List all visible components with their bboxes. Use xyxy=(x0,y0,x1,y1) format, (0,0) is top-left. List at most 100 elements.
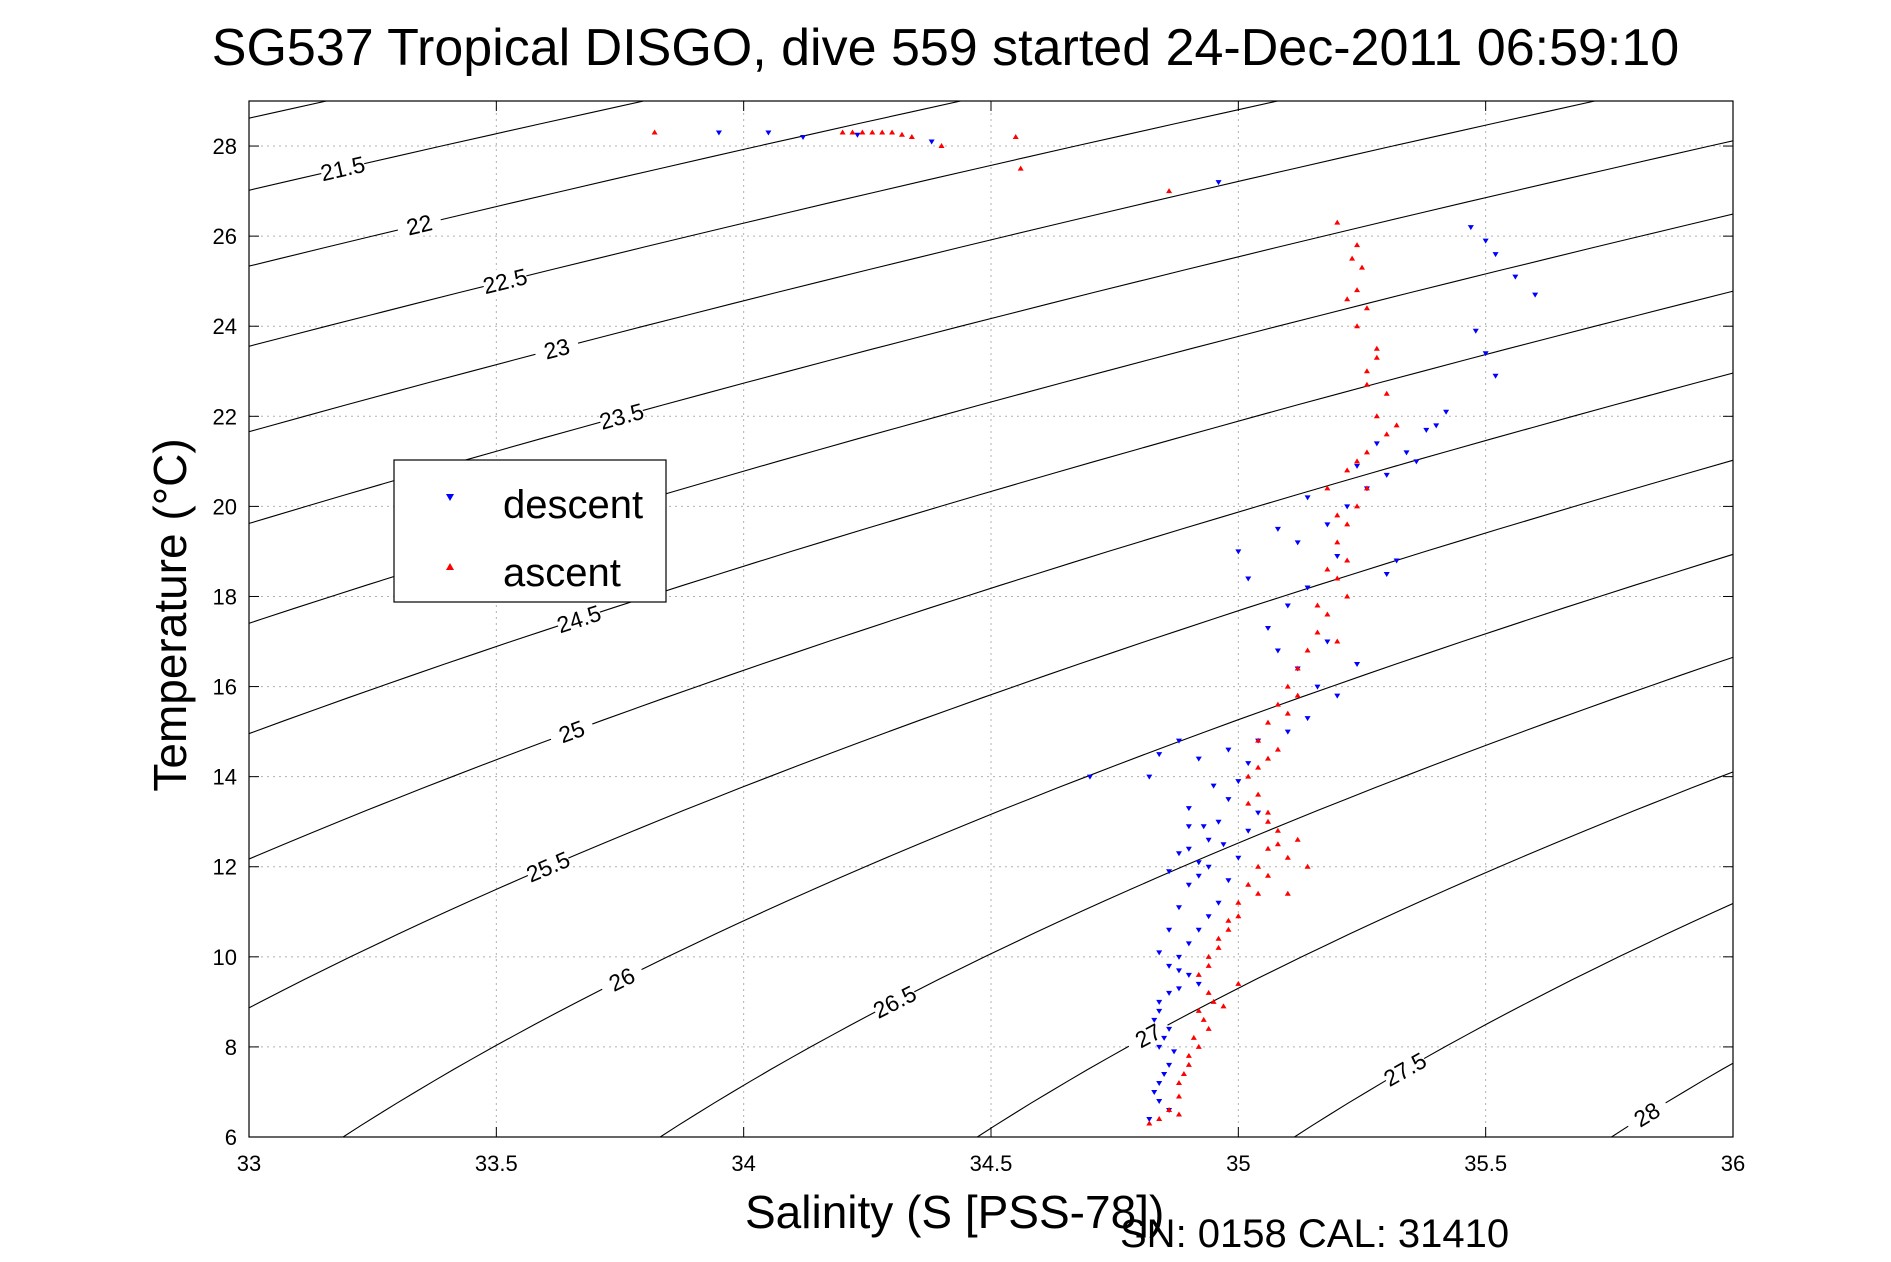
point-descent xyxy=(1403,450,1410,456)
point-ascent xyxy=(1314,602,1321,608)
point-descent xyxy=(1185,824,1192,830)
point-ascent xyxy=(1265,719,1272,725)
contour-label: 26.5 xyxy=(869,980,921,1023)
point-ascent xyxy=(1185,1061,1192,1067)
contour-label: 27.5 xyxy=(1379,1047,1431,1092)
point-descent xyxy=(1284,603,1291,609)
point-ascent xyxy=(1363,305,1370,311)
point-ascent xyxy=(1274,841,1281,847)
point-ascent xyxy=(1363,381,1370,387)
y-tick-label: 12 xyxy=(213,855,237,880)
point-ascent xyxy=(1304,863,1311,869)
point-descent xyxy=(1344,504,1351,510)
point-ascent xyxy=(1373,345,1380,351)
point-descent xyxy=(1245,576,1252,582)
point-descent xyxy=(715,130,722,136)
density-contour-line xyxy=(249,101,1278,347)
contour-label-bg xyxy=(596,957,647,999)
point-ascent xyxy=(1235,980,1242,986)
point-ascent xyxy=(1200,1016,1207,1022)
point-descent xyxy=(1156,1008,1163,1014)
point-descent xyxy=(1185,882,1192,888)
point-ascent xyxy=(1349,255,1356,261)
data-points xyxy=(651,129,1539,1126)
point-ascent xyxy=(1334,512,1341,518)
point-descent xyxy=(1225,797,1232,803)
point-descent xyxy=(1324,639,1331,645)
point-descent xyxy=(1166,1026,1173,1032)
point-ascent xyxy=(1017,165,1024,171)
point-ascent xyxy=(1265,809,1272,815)
point-descent xyxy=(1195,860,1202,866)
point-ascent xyxy=(1334,219,1341,225)
point-ascent xyxy=(1175,1111,1182,1117)
point-descent xyxy=(1512,274,1519,280)
point-ascent xyxy=(1284,710,1291,716)
point-ascent xyxy=(1220,1003,1227,1009)
point-descent xyxy=(1294,540,1301,546)
y-tick-label: 10 xyxy=(213,945,237,970)
density-contour-line xyxy=(249,213,1733,624)
density-contour-line xyxy=(1294,902,1733,1137)
contour-label-bg xyxy=(522,846,573,886)
point-ascent xyxy=(1265,872,1272,878)
point-descent xyxy=(1195,756,1202,762)
contour-label-bg xyxy=(480,263,530,298)
point-ascent xyxy=(1334,575,1341,581)
point-ascent xyxy=(1354,503,1361,509)
legend-box xyxy=(393,459,667,603)
point-descent xyxy=(1482,351,1489,357)
contour-label-bg xyxy=(546,711,597,750)
point-ascent xyxy=(1166,188,1173,194)
point-descent xyxy=(1284,729,1291,735)
point-descent xyxy=(1200,824,1207,830)
point-descent xyxy=(1205,837,1212,843)
point-descent xyxy=(1086,774,1093,780)
point-descent xyxy=(1383,571,1390,577)
point-descent xyxy=(1383,472,1390,478)
contour-label-bg xyxy=(318,151,367,185)
contour-label: 24.5 xyxy=(554,600,605,639)
point-ascent xyxy=(1354,287,1361,293)
point-ascent xyxy=(1334,638,1341,644)
point-descent xyxy=(1151,1089,1158,1095)
x-tick-label: 34 xyxy=(731,1151,755,1176)
density-contour-line xyxy=(249,290,1733,735)
x-tick-label: 35.5 xyxy=(1464,1151,1507,1176)
point-descent xyxy=(1220,842,1227,848)
point-ascent xyxy=(1146,1120,1153,1126)
point-descent xyxy=(1235,779,1242,785)
point-descent xyxy=(1482,238,1489,244)
contour-label-bg xyxy=(532,330,581,365)
point-ascent xyxy=(651,129,658,135)
point-ascent xyxy=(1265,755,1272,761)
point-descent xyxy=(1245,761,1252,767)
point-ascent xyxy=(938,143,945,149)
point-descent xyxy=(1235,855,1242,861)
point-descent xyxy=(1215,900,1222,906)
point-descent xyxy=(1532,292,1539,298)
point-descent xyxy=(1156,950,1163,956)
point-ascent xyxy=(1294,692,1301,698)
point-ascent xyxy=(1265,845,1272,851)
y-tick-label: 16 xyxy=(213,675,237,700)
point-descent xyxy=(1492,373,1499,379)
axis-ticks: 33 33.5 34 34.5 35 35.5 36 6 8 10 12 14 16 18 20 22 24 26… xyxy=(213,101,1745,1176)
contour-label: 22 xyxy=(404,209,435,240)
point-descent xyxy=(1334,553,1341,559)
point-descent xyxy=(1185,806,1192,812)
contour-label: 22.5 xyxy=(480,263,530,299)
point-ascent xyxy=(1255,890,1262,896)
point-ascent xyxy=(1245,773,1252,779)
point-descent xyxy=(1215,180,1222,186)
x-tick-label: 35 xyxy=(1226,1151,1250,1176)
point-ascent xyxy=(1363,449,1370,455)
point-descent xyxy=(1393,558,1400,564)
point-descent xyxy=(1156,752,1163,758)
point-descent xyxy=(1492,252,1499,258)
y-tick-label: 18 xyxy=(213,584,237,609)
point-descent xyxy=(1373,441,1380,447)
point-ascent xyxy=(1195,971,1202,977)
point-ascent xyxy=(1284,890,1291,896)
